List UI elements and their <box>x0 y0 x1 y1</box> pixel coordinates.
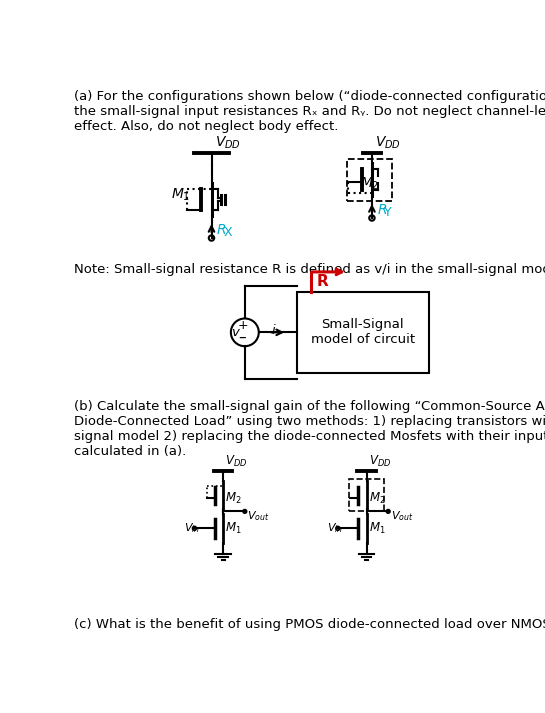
Circle shape <box>243 510 247 513</box>
Text: $V_{out}$: $V_{out}$ <box>247 509 270 523</box>
Text: $M_1$: $M_1$ <box>369 520 385 536</box>
Text: $M_2$: $M_2$ <box>360 176 379 193</box>
Text: +: + <box>238 319 249 332</box>
Text: Y: Y <box>384 206 392 219</box>
Text: $V_{in}$: $V_{in}$ <box>184 521 200 535</box>
Text: $V_{DD}$: $V_{DD}$ <box>226 454 248 469</box>
Text: $M_1$: $M_1$ <box>171 186 190 202</box>
Text: $V_{DD}$: $V_{DD}$ <box>375 135 401 151</box>
Text: $V_{DD}$: $V_{DD}$ <box>215 135 240 151</box>
Text: (c) What is the benefit of using PMOS diode-connected load over NMOS?: (c) What is the benefit of using PMOS di… <box>74 618 545 632</box>
Text: $M_2$: $M_2$ <box>369 491 385 506</box>
Bar <box>347 160 392 201</box>
Text: $V_{in}$: $V_{in}$ <box>327 521 343 535</box>
Text: (b) Calculate the small-signal gain of the following “Common-Source Amplifiers w: (b) Calculate the small-signal gain of t… <box>74 400 545 458</box>
Text: $M_2$: $M_2$ <box>226 491 242 506</box>
Text: $V_{out}$: $V_{out}$ <box>391 509 413 523</box>
Text: v: v <box>231 326 239 339</box>
Text: –: – <box>238 330 245 345</box>
Text: $V_{DD}$: $V_{DD}$ <box>369 454 391 469</box>
Text: R: R <box>317 274 329 289</box>
Text: $R$: $R$ <box>377 203 387 217</box>
Circle shape <box>386 510 390 513</box>
Text: (a) For the configurations shown below (“diode-connected configuration”), determ: (a) For the configurations shown below (… <box>74 90 545 133</box>
Text: $M_1$: $M_1$ <box>226 520 242 536</box>
Text: X: X <box>224 226 233 239</box>
Text: Note: Small-signal resistance R is defined as v/i in the small-signal model of c: Note: Small-signal resistance R is defin… <box>74 262 545 276</box>
Text: $R$: $R$ <box>216 223 227 237</box>
Text: Small-Signal
model of circuit: Small-Signal model of circuit <box>311 318 415 347</box>
Bar <box>296 292 428 373</box>
Bar <box>349 479 384 511</box>
Text: i: i <box>271 324 275 337</box>
